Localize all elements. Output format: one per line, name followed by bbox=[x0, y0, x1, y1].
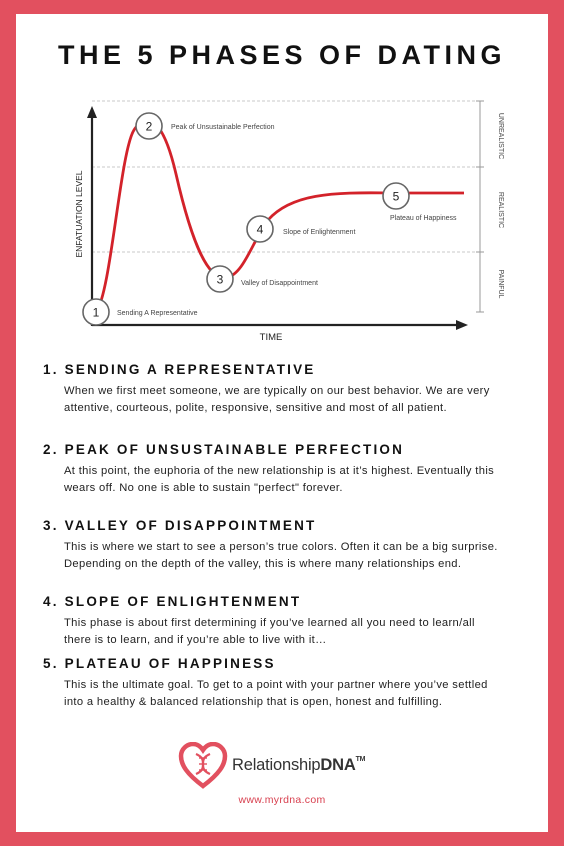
phase-point-label: Plateau of Happiness bbox=[390, 215, 457, 222]
brand-logo: RelationshipDNATM bbox=[176, 742, 416, 792]
zone-label-unrealistic: UNREALISTIC bbox=[497, 113, 504, 159]
zone-label-realistic: REALISTIC bbox=[497, 192, 504, 228]
page-title: THE 5 PHASES OF DATING bbox=[57, 40, 507, 70]
phase-point-2: 2 bbox=[135, 112, 163, 140]
phase-title: SLOPE OF ENLIGHTENMENT bbox=[64, 594, 302, 609]
phase-heading: 4. SLOPE OF ENLIGHTENMENT bbox=[43, 594, 301, 609]
phase-description: This is where we start to see a person’s… bbox=[64, 541, 498, 570]
infatuation-curve bbox=[94, 118, 464, 313]
phase-description: When we first meet someone, we are typic… bbox=[64, 385, 490, 414]
phase-description: This phase is about first determining if… bbox=[64, 617, 475, 646]
phase-heading: 1. SENDING A REPRESENTATIVE bbox=[43, 362, 316, 377]
phase-title: PLATEAU OF HAPPINESS bbox=[64, 656, 276, 671]
phase-point-number: 2 bbox=[146, 120, 153, 134]
phase-point-number: 4 bbox=[257, 223, 264, 237]
phase-description: At this point, the euphoria of the new r… bbox=[64, 465, 495, 494]
phase-number: 1. bbox=[43, 362, 59, 377]
infographic-card: THE 5 PHASES OF DATING UNREALISTIC REALI… bbox=[16, 14, 548, 832]
phase-heading: 2. PEAK OF UNSUSTAINABLE PERFECTION bbox=[43, 442, 404, 457]
phase-title: SENDING A REPRESENTATIVE bbox=[64, 362, 316, 377]
phase-point-3: 3 bbox=[206, 265, 234, 293]
phases-chart: UNREALISTIC REALISTIC PAINFUL ENFATUATIO… bbox=[74, 100, 504, 343]
phase-number: 2. bbox=[43, 442, 59, 457]
phase-number: 3. bbox=[43, 518, 59, 533]
phase-point-number: 3 bbox=[217, 273, 224, 287]
y-axis-label: ENFATUATION LEVEL bbox=[74, 170, 84, 257]
phase-title: VALLEY OF DISAPPOINTMENT bbox=[64, 518, 317, 533]
phase-number: 4. bbox=[43, 594, 59, 609]
phase-point-1: 1 bbox=[82, 298, 110, 326]
phase-point-label: Valley of Disappointment bbox=[241, 280, 318, 287]
phase-number: 5. bbox=[43, 656, 59, 671]
phase-point-label: Slope of Enlightenment bbox=[283, 229, 355, 236]
phase-point-number: 1 bbox=[93, 306, 100, 320]
zone-label-painful: PAINFUL bbox=[497, 269, 504, 298]
phase-point-5: 5 bbox=[382, 182, 410, 210]
phase-heading: 3. VALLEY OF DISAPPOINTMENT bbox=[43, 518, 317, 533]
phase-point-label: Sending A Representative bbox=[117, 310, 198, 317]
x-axis-label: TIME bbox=[260, 332, 283, 343]
y-axis-arrow bbox=[87, 106, 97, 118]
heart-dna-icon bbox=[178, 742, 228, 789]
phase-description: This is the ultimate goal. To get to a p… bbox=[64, 679, 488, 708]
x-axis-arrow bbox=[456, 320, 468, 330]
phase-point-label: Peak of Unsustainable Perfection bbox=[171, 124, 275, 131]
website-link[interactable]: www.myrdna.com bbox=[238, 794, 326, 806]
phase-title: PEAK OF UNSUSTAINABLE PERFECTION bbox=[64, 442, 405, 457]
phase-point-number: 5 bbox=[393, 190, 400, 204]
phase-heading: 5. PLATEAU OF HAPPINESS bbox=[43, 656, 276, 671]
phase-point-4: 4 bbox=[246, 215, 274, 243]
brand-name: RelationshipDNATM bbox=[232, 755, 366, 775]
